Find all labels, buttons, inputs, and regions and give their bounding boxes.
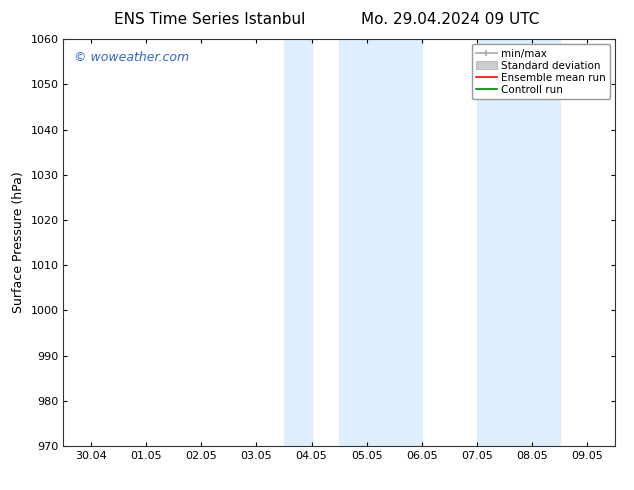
Text: ENS Time Series Istanbul: ENS Time Series Istanbul [113,12,305,27]
Bar [505,39,560,446]
Bar [284,39,312,446]
Text: Mo. 29.04.2024 09 UTC: Mo. 29.04.2024 09 UTC [361,12,540,27]
Bar [477,39,505,446]
Legend: min/max, Standard deviation, Ensemble mean run, Controll run: min/max, Standard deviation, Ensemble me… [472,45,610,99]
Bar [339,39,422,446]
Text: © woweather.com: © woweather.com [74,51,190,64]
Y-axis label: Surface Pressure (hPa): Surface Pressure (hPa) [12,172,25,314]
